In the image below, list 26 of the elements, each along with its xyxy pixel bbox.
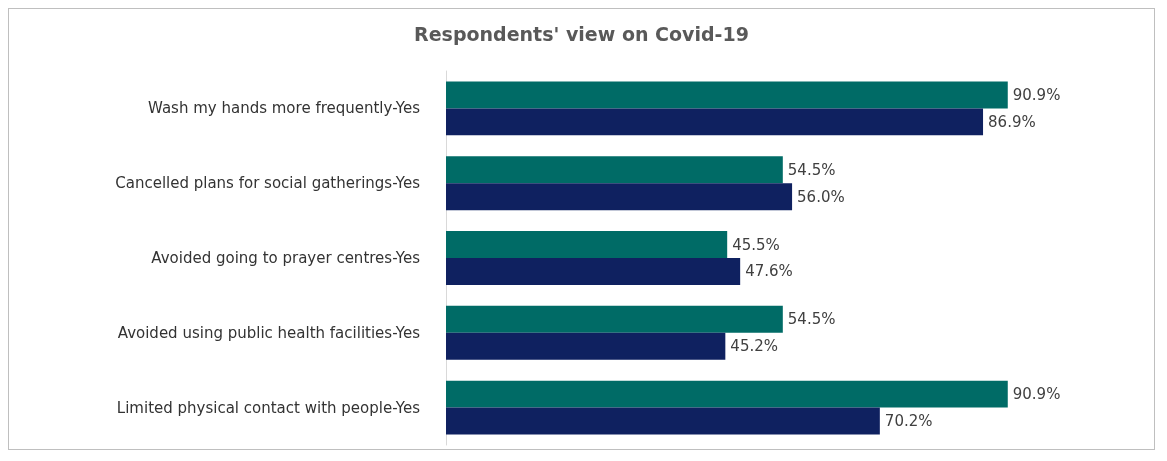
data-label: 70.2%	[884, 412, 933, 431]
bar	[446, 81, 1008, 109]
bar	[446, 231, 728, 258]
data-label: 86.9%	[988, 112, 1036, 131]
chart-title: Respondents' view on Covid-19	[414, 22, 749, 45]
y-tick-label: Wash my hands more frequently-Yes	[148, 99, 421, 118]
data-label: 47.6%	[745, 262, 793, 281]
bar	[446, 380, 1008, 408]
y-tick-label: Avoided going to prayer centres-Yes	[151, 249, 421, 267]
data-label: 90.9%	[1012, 85, 1061, 104]
data-label: 54.5%	[787, 160, 836, 179]
bar	[446, 258, 741, 285]
data-label: 45.2%	[730, 337, 778, 356]
data-label: 90.9%	[1012, 385, 1061, 404]
bar	[446, 305, 783, 333]
bar	[446, 108, 984, 136]
y-tick-label: Limited physical contact with people-Yes	[116, 398, 421, 417]
bar	[446, 183, 793, 211]
data-label: 45.5%	[732, 235, 780, 254]
y-tick-label: Cancelled plans for social gatherings-Yes	[115, 174, 421, 193]
y-tick-label: Avoided using public health facilities-Yes	[117, 323, 421, 342]
bar	[446, 332, 726, 360]
data-label: 56.0%	[797, 187, 845, 206]
data-label: 54.5%	[787, 310, 836, 329]
bar	[446, 156, 783, 184]
bar	[446, 407, 880, 435]
